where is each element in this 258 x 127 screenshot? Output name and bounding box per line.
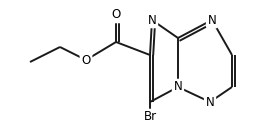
Text: N: N — [174, 81, 182, 93]
Text: N: N — [208, 13, 216, 27]
Text: O: O — [81, 53, 91, 67]
Text: O: O — [111, 9, 121, 21]
Text: N: N — [148, 13, 156, 27]
Text: N: N — [206, 96, 214, 108]
Text: Br: Br — [143, 110, 157, 123]
